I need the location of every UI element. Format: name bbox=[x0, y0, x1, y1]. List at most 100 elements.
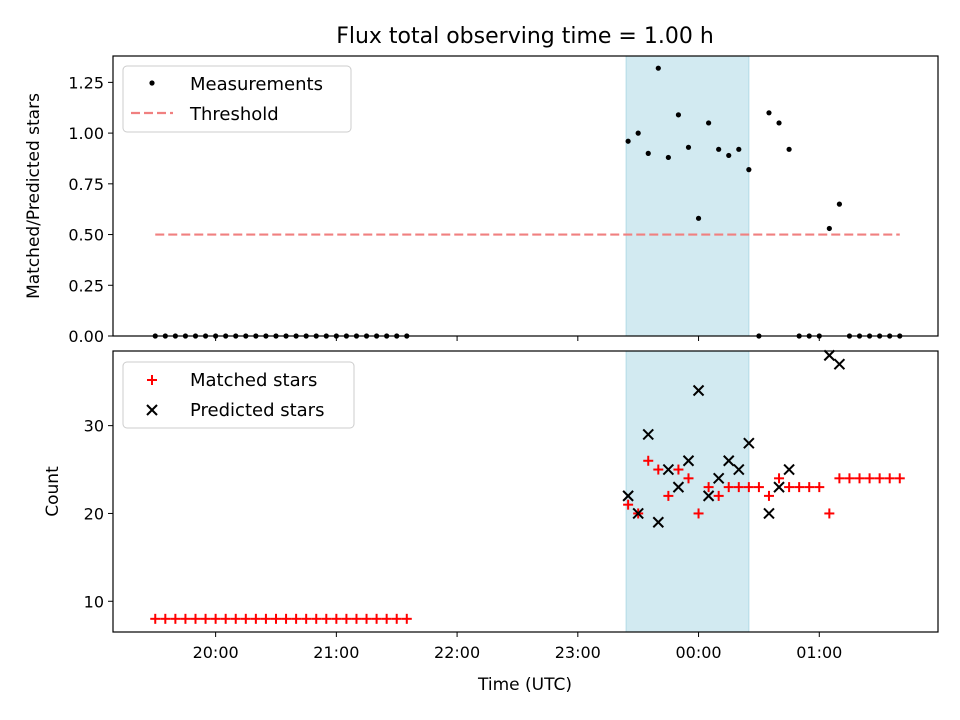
x-tick-label: 22:00 bbox=[434, 643, 480, 662]
matched-star-point bbox=[854, 473, 865, 484]
y-tick-label: 0.75 bbox=[68, 175, 104, 194]
matched-star-point bbox=[874, 473, 885, 484]
measurement-point bbox=[716, 146, 722, 152]
matched-star-point bbox=[371, 613, 382, 624]
predicted-star-point bbox=[672, 481, 685, 493]
measurement-point bbox=[786, 146, 792, 152]
matched-star-point bbox=[894, 473, 905, 484]
measurement-point bbox=[826, 225, 832, 232]
matched-star-point bbox=[301, 613, 312, 624]
legend-measurement-marker bbox=[149, 80, 155, 86]
matched-star-point bbox=[643, 455, 654, 466]
predicted-star-point bbox=[632, 507, 644, 520]
cross-stroke bbox=[783, 463, 795, 476]
matched-star-point bbox=[361, 613, 372, 624]
ratio-x-ticks bbox=[215, 336, 820, 341]
cross-stroke bbox=[662, 463, 675, 476]
cross-stroke bbox=[632, 507, 644, 520]
matched-star-point bbox=[341, 613, 352, 624]
matched-star-point bbox=[250, 613, 261, 624]
x-tick-label: 00:00 bbox=[675, 643, 721, 662]
matched-star-point bbox=[703, 482, 714, 493]
matched-star-point bbox=[723, 482, 734, 493]
matched-star-point bbox=[351, 613, 362, 624]
matched-star-point bbox=[753, 482, 764, 493]
matched-star-point bbox=[733, 482, 744, 493]
cross-stroke bbox=[743, 437, 755, 449]
matched-star-point bbox=[401, 613, 412, 624]
y-tick-label: 0.50 bbox=[68, 226, 104, 245]
ratio-legend: Measurements Threshold bbox=[122, 65, 352, 133]
cross-stroke bbox=[642, 428, 654, 441]
cross-stroke bbox=[146, 404, 158, 416]
observing-window-shade bbox=[625, 350, 750, 633]
predicted-star-point bbox=[783, 463, 795, 476]
matched-star-point bbox=[230, 613, 241, 624]
y-tick-label: 0.00 bbox=[68, 327, 104, 346]
measurement-point bbox=[655, 65, 661, 71]
matched-star-point bbox=[170, 613, 181, 624]
legend-matched-marker bbox=[147, 375, 157, 385]
measurement-point bbox=[675, 112, 682, 118]
predicted-star-point bbox=[652, 516, 665, 528]
matched-star-point bbox=[260, 613, 271, 624]
matched-star-point bbox=[240, 613, 251, 624]
matched-star-point bbox=[160, 613, 171, 624]
matched-star-point bbox=[794, 482, 805, 493]
chart-title: Flux total observing time = 1.00 h bbox=[336, 24, 714, 49]
legend-threshold-label: Threshold bbox=[189, 104, 279, 125]
legend-cross bbox=[146, 404, 158, 416]
cross-stroke bbox=[723, 455, 735, 467]
x-tick-label: 23:00 bbox=[555, 643, 601, 662]
ratio-y-label: Matched/Predicted stars bbox=[24, 93, 44, 299]
measurement-point bbox=[726, 152, 732, 159]
matched-star-point bbox=[864, 473, 875, 484]
cross-stroke bbox=[763, 507, 775, 520]
measurement-point bbox=[635, 130, 641, 136]
predicted-star-point bbox=[702, 490, 715, 502]
predicted-star-point bbox=[692, 384, 705, 397]
measurement-point bbox=[665, 154, 671, 161]
cross-stroke bbox=[622, 490, 634, 502]
predicted-star-point bbox=[773, 481, 785, 493]
count-legend-box bbox=[122, 361, 355, 429]
matched-star-point bbox=[673, 464, 684, 475]
measurement-point bbox=[625, 138, 631, 144]
matched-star-point bbox=[683, 473, 694, 484]
matched-star-point bbox=[311, 613, 322, 624]
matched-star-point bbox=[814, 482, 825, 493]
predicted-star-point bbox=[833, 358, 846, 370]
ratio-legend-box bbox=[122, 65, 352, 133]
matched-star-point bbox=[663, 490, 674, 501]
matched-star-point bbox=[321, 613, 332, 624]
count-y-label: Count bbox=[43, 466, 63, 517]
legend-predicted-label: Predicted stars bbox=[190, 400, 324, 421]
predicted-star-points bbox=[622, 349, 846, 528]
observing-window-shade bbox=[625, 55, 750, 337]
count-panel: 10 20 30 20:00 21:00 22:00 23:00 00:00 01:00 Co… bbox=[43, 349, 939, 662]
ratio-plot-frame bbox=[112, 55, 939, 337]
measurement-point bbox=[776, 120, 782, 126]
matched-star-point bbox=[270, 613, 281, 624]
matched-star-point bbox=[381, 613, 392, 624]
matched-star-point bbox=[210, 613, 221, 624]
matched-star-point bbox=[281, 613, 292, 624]
y-tick-label: 20 bbox=[84, 504, 104, 523]
predicted-star-point bbox=[763, 507, 775, 520]
cross-stroke bbox=[682, 455, 695, 467]
matched-star-point bbox=[150, 613, 161, 624]
matched-star-point bbox=[220, 613, 231, 624]
measurement-point bbox=[736, 146, 742, 152]
cross-stroke bbox=[823, 349, 836, 362]
predicted-star-point bbox=[733, 463, 745, 476]
matched-star-point bbox=[713, 490, 724, 501]
predicted-star-point bbox=[723, 455, 735, 467]
y-tick-label: 10 bbox=[84, 592, 104, 611]
predicted-star-point bbox=[682, 455, 695, 467]
cross-stroke bbox=[833, 358, 846, 370]
cross-stroke bbox=[702, 490, 715, 502]
matched-star-point bbox=[884, 473, 895, 484]
matched-star-points bbox=[150, 455, 905, 624]
matched-star-point bbox=[824, 508, 835, 519]
